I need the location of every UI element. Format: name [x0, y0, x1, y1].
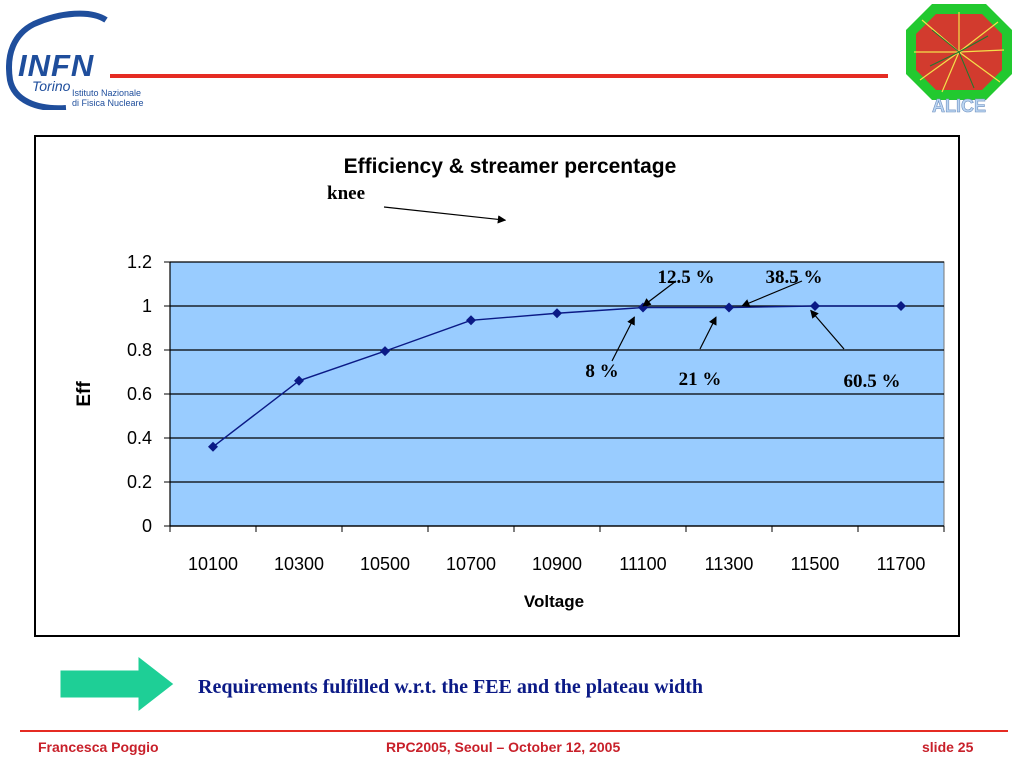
- y-tick-label: 0.6: [127, 384, 152, 404]
- annotation-label: 8 %: [585, 361, 618, 382]
- y-tick-label: 0.4: [127, 428, 152, 448]
- data-point: [208, 441, 218, 452]
- x-tick-label: 10900: [532, 554, 582, 574]
- conclusion-text: Requirements fulfilled w.r.t. the FEE an…: [198, 676, 704, 698]
- data-point: [466, 315, 476, 326]
- data-point: [380, 346, 390, 357]
- y-tick-label: 0.2: [127, 472, 152, 492]
- infn-logo-text: INFN: [18, 48, 95, 83]
- series-layer: [208, 301, 906, 452]
- footer-divider: [20, 730, 1008, 732]
- infn-institute-line1: Istituto Nazionale: [72, 88, 142, 98]
- annotation-label: 60.5 %: [844, 371, 901, 392]
- annotation-label: 12.5 %: [658, 267, 715, 288]
- x-tick-label: 10100: [188, 554, 238, 574]
- x-tick-label: 11500: [791, 554, 840, 574]
- header-divider: [110, 74, 888, 78]
- infn-logo: INFN Torino Istituto Nazionale di Fisica…: [6, 10, 156, 110]
- annotation-arrow: [810, 309, 845, 350]
- data-point: [294, 375, 304, 386]
- infn-swoosh-icon: [6, 10, 108, 110]
- annotation-arrow: [383, 206, 507, 224]
- y-axis-title: Eff: [74, 381, 95, 407]
- alice-event-display-icon: ALICE: [906, 4, 1012, 116]
- chart-title: Efficiency & streamer percentage: [344, 155, 677, 178]
- annotations: knee 12.5 % 38.5 % 8 % 21 % 60.5 %: [327, 183, 901, 392]
- data-point: [724, 302, 734, 313]
- infn-institute-text: Istituto Nazionale di Fisica Nucleare: [72, 88, 144, 108]
- chart-panel: Efficiency & streamer percentage 0 0.2 0.4…: [34, 135, 960, 637]
- annotation-label: knee: [327, 183, 365, 204]
- right-arrow-icon: [59, 656, 175, 712]
- x-tick-label: 10500: [360, 554, 410, 574]
- footer-event: RPC2005, Seoul – October 12, 2005: [386, 739, 621, 755]
- alice-logo: ALICE: [902, 0, 1016, 116]
- tick-labels: 0 0.2 0.4 0.6 0.8 1 1.2 10100 10300 10500 10700 109…: [127, 252, 925, 574]
- efficiency-chart: Efficiency & streamer percentage 0 0.2 0.4…: [74, 155, 945, 611]
- data-point: [638, 302, 648, 313]
- x-axis-title: Voltage: [524, 592, 584, 611]
- annotation-label: 38.5 %: [766, 267, 823, 288]
- axes: [164, 261, 945, 532]
- footer-author: Francesca Poggio: [38, 739, 159, 755]
- annotation-arrow: [611, 316, 635, 362]
- infn-logo-subtitle: Torino: [32, 78, 71, 94]
- annotation-arrow: [741, 280, 803, 307]
- y-tick-label: 0: [142, 516, 152, 536]
- data-point: [810, 301, 820, 311]
- x-tick-label: 10700: [446, 554, 496, 574]
- y-tick-label: 1: [142, 296, 152, 316]
- x-tick-label: 11300: [705, 554, 754, 574]
- x-tick-label: 10300: [274, 554, 324, 574]
- y-tick-label: 1.2: [127, 252, 152, 272]
- x-tick-label: 11700: [877, 554, 926, 574]
- x-tick-label: 11100: [619, 554, 666, 574]
- annotation-arrow: [642, 280, 677, 307]
- data-point: [896, 301, 906, 311]
- footer-slide-number: slide 25: [922, 739, 974, 755]
- annotation-label: 21 %: [679, 369, 722, 390]
- data-point: [552, 308, 562, 319]
- y-tick-label: 0.8: [127, 340, 152, 360]
- infn-institute-line2: di Fisica Nucleare: [72, 98, 144, 108]
- annotation-arrow: [699, 316, 717, 350]
- alice-logo-text: ALICE: [932, 96, 986, 116]
